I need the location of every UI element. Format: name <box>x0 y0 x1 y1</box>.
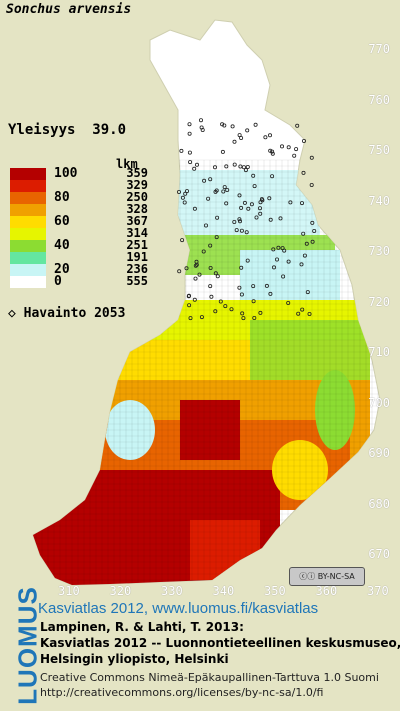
observations-readout: ◇ Havainto 2053 <box>8 306 125 321</box>
cc-license-badge[interactable]: ⓒⓘ BY-NC-SA <box>289 567 365 586</box>
legend-swatch <box>10 168 46 180</box>
lake-cyan <box>105 400 155 460</box>
legend-count: 251 <box>126 238 148 252</box>
cc-badge-text: BY-NC-SA <box>317 572 355 581</box>
legend-value: 80 <box>54 190 70 205</box>
legend-count: 250 <box>126 190 148 204</box>
frequency-readout: Yleisyys 39.0 <box>8 122 126 138</box>
x-tick-label: 330 <box>161 584 183 598</box>
legend-row: 0 555 <box>8 274 168 292</box>
zone-red-mid <box>180 400 240 460</box>
y-tick-label: 680 <box>368 496 390 511</box>
legend-row: 60 367 <box>8 214 168 232</box>
legend-count: 329 <box>126 178 148 192</box>
frequency-label: Yleisyys <box>8 122 76 138</box>
x-tick-label: 320 <box>109 584 132 598</box>
distribution-map <box>32 19 381 586</box>
legend-count: 328 <box>126 202 148 216</box>
legend-count: 555 <box>126 274 148 288</box>
citation-line-2: Kasviatlas 2012 -- Luonnontieteellinen k… <box>40 636 400 650</box>
patch-yellow-east <box>272 440 328 500</box>
y-tick-label: 700 <box>368 395 390 410</box>
x-tick-label: 370 <box>367 584 389 598</box>
y-tick-label: 770 <box>368 42 390 56</box>
legend-row: 40 251 <box>8 238 168 256</box>
patch-green-east <box>315 370 355 450</box>
observation-marker-icon: ◇ <box>8 306 16 321</box>
legend-row: 329 <box>8 178 168 196</box>
frequency-value: 39.0 <box>92 122 127 138</box>
legend-count: 236 <box>126 262 148 276</box>
y-tick-label: 720 <box>368 294 390 309</box>
y-tick-label: 750 <box>368 143 390 157</box>
y-tick-label: 740 <box>368 193 390 208</box>
legend-row: 20 236 <box>8 262 168 280</box>
license-link[interactable]: http://creativecommons.org/licenses/by-n… <box>40 686 324 699</box>
observations-label: Havainto <box>23 306 87 321</box>
legend-value: 60 <box>54 214 70 229</box>
observations-value: 2053 <box>94 306 126 321</box>
legend-count: 314 <box>126 226 148 240</box>
legend-row: 191 <box>8 250 168 268</box>
y-tick-label: 670 <box>368 547 390 561</box>
y-tick-label: 760 <box>368 92 390 107</box>
legend-value: 40 <box>54 238 70 253</box>
legend-swatch <box>10 180 46 192</box>
legend-value: 20 <box>54 262 70 277</box>
legend-count: 191 <box>126 250 148 264</box>
legend-row: 100 359 <box>8 166 168 184</box>
footer-title[interactable]: Kasviatlas 2012, www.luomus.fi/kasviatla… <box>38 600 319 617</box>
license-line-1: Creative Commons Nimeä-Epäkaupallinen-Ta… <box>40 671 379 684</box>
count-header: lkm <box>116 157 138 171</box>
legend-row: 328 <box>8 202 168 220</box>
legend-value: 0 <box>54 274 62 289</box>
legend-swatch <box>10 276 46 288</box>
legend-swatch <box>10 192 46 204</box>
legend-swatch <box>10 264 46 276</box>
x-tick-label: 360 <box>315 584 338 598</box>
legend-row: 80 250 <box>8 190 168 208</box>
species-name: Sonchus arvensis <box>6 2 132 17</box>
zone-cyan-north <box>170 170 320 240</box>
x-tick-label: 350 <box>264 584 286 598</box>
y-tick-label: 730 <box>368 244 390 258</box>
y-tick-label: 690 <box>368 446 390 460</box>
citation-line-1: Lampinen, R. & Lahti, T. 2013: <box>40 620 244 634</box>
legend-swatch <box>10 240 46 252</box>
legend-count: 367 <box>126 214 148 228</box>
legend-row: 314 <box>8 226 168 244</box>
x-tick-label: 340 <box>212 584 235 598</box>
y-tick-label: 710 <box>368 345 390 359</box>
legend-value: 100 <box>54 166 78 181</box>
legend-swatch <box>10 228 46 240</box>
x-tick-label: 310 <box>58 584 80 598</box>
legend-swatch <box>10 216 46 228</box>
cc-icon: ⓒⓘ <box>299 572 316 581</box>
legend-count: 359 <box>126 166 148 180</box>
citation-line-3: Helsingin yliopisto, Helsinki <box>40 652 229 666</box>
legend-swatch <box>10 204 46 216</box>
legend-swatch <box>10 252 46 264</box>
